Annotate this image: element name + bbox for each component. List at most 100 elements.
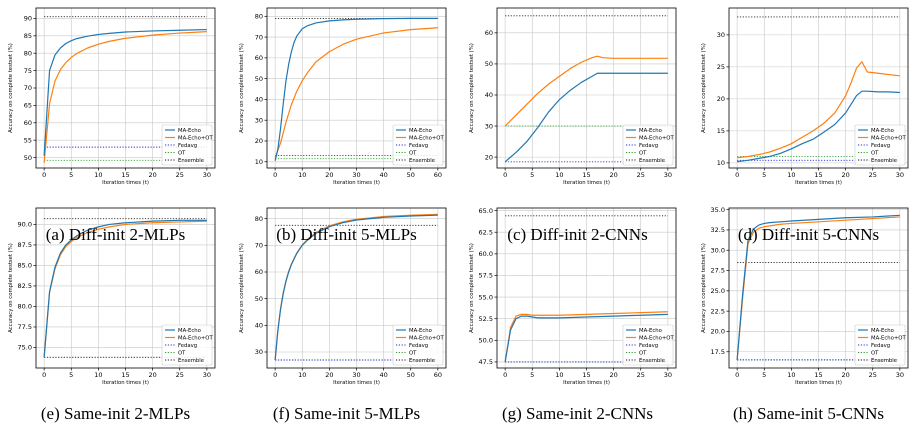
y-tick-label: 85: [24, 32, 32, 40]
y-tick-label: 62.5: [479, 228, 493, 236]
x-tick-label: 50: [407, 171, 415, 179]
legend-label-ensemble: Ensemble: [409, 158, 435, 164]
x-tick-label: 20: [148, 171, 156, 179]
legend-label-ma-echo: MA-Echo: [409, 328, 432, 334]
legend-label-fedavg: Fedavg: [871, 143, 890, 149]
legend-label-ensemble: Ensemble: [871, 158, 897, 164]
y-tick-label: 30.0: [711, 246, 725, 254]
legend-label-ot: OT: [871, 150, 879, 156]
figure-caption: (f) Same-init 5-MLPs: [272, 404, 421, 423]
legend-label-ensemble: Ensemble: [178, 158, 204, 164]
y-tick-label: 87.5: [18, 241, 32, 249]
y-tick-label: 20: [255, 137, 263, 145]
series-ma-echo-ot-line: [274, 27, 438, 158]
legend-box: [622, 124, 674, 166]
x-tick-label: 15: [121, 371, 129, 379]
x-tick-label: 0: [42, 171, 46, 179]
legend-label-ensemble: Ensemble: [409, 358, 435, 364]
y-tick-label: 60.0: [479, 250, 493, 258]
y-tick-label: 82.5: [18, 282, 32, 290]
series-ma-echo-line: [736, 214, 900, 360]
series-ma-echo-line: [274, 17, 438, 161]
x-tick-label: 30: [664, 371, 672, 379]
y-tick-label: 85.0: [18, 262, 32, 270]
legend-label-ot: OT: [409, 150, 417, 156]
x-tick-label: 0: [42, 371, 46, 379]
y-tick-label: 90.0: [18, 221, 32, 229]
legend-label-ma-echo-ot: MA-Echo+OT: [409, 335, 444, 341]
legend-label-ma-echo-ot: MA-Echo+OT: [871, 135, 906, 141]
chart-7: 0 5 10 15 20 25 30 47.5 50.0 52.5 55.0 57.5 60.0 62.5…: [469, 207, 677, 386]
legend-label-ma-echo: MA-Echo: [639, 328, 662, 334]
x-tick-label: 30: [896, 371, 904, 379]
legend-box: [622, 324, 674, 366]
series-ma-echo-line: [274, 214, 438, 361]
y-tick-label: 10: [717, 159, 725, 167]
y-tick-label: 65: [24, 102, 32, 110]
x-tick-label: 30: [352, 171, 360, 179]
x-tick-label: 20: [325, 171, 333, 179]
x-tick-label: 10: [94, 171, 102, 179]
x-tick-label: 5: [69, 171, 73, 179]
y-axis-label: Accuracy on complete testset (%): [701, 243, 707, 333]
x-axis-label: Iteration times (t): [563, 380, 610, 386]
y-tick-label: 40: [255, 96, 263, 104]
y-tick-label: 17.5: [711, 348, 725, 356]
x-tick-label: 15: [814, 171, 822, 179]
y-tick-label: 80: [255, 13, 263, 21]
y-tick-label: 65.0: [479, 207, 493, 215]
x-tick-label: 15: [582, 371, 590, 379]
x-tick-label: 30: [352, 371, 360, 379]
x-tick-label: 5: [530, 171, 534, 179]
y-axis-label: Accuracy on complete testset (%): [469, 243, 475, 333]
x-tick-label: 5: [530, 371, 534, 379]
series-ma-echo-ot-line: [504, 311, 668, 363]
series-ma-echo-line: [504, 313, 668, 363]
y-tick-label: 50: [485, 60, 493, 68]
x-tick-label: 25: [176, 171, 184, 179]
legend-label-ma-echo: MA-Echo: [639, 128, 662, 134]
chart-3: 0 5 10 15 20 25 30 20 30 40 50 60 Iteration times (t…: [469, 7, 677, 186]
x-axis-label: Iteration times (t): [102, 180, 149, 186]
x-tick-label: 25: [176, 371, 184, 379]
x-tick-label: 25: [637, 171, 645, 179]
chart-4: 0 5 10 15 20 25 30 10 15 20 25 30 Iteration times (t…: [701, 7, 909, 186]
y-tick-label: 60: [255, 268, 263, 276]
chart-8: 0 5 10 15 20 25 30 17.5 20.0 22.5 25.0 27.5 30.0 32.5…: [701, 206, 909, 386]
legend-label-fedavg: Fedavg: [639, 143, 658, 149]
legend-label-fedavg: Fedavg: [409, 143, 428, 149]
y-tick-label: 70: [255, 242, 263, 250]
y-tick-label: 60: [24, 119, 32, 127]
y-tick-label: 75.0: [18, 344, 32, 352]
legend-label-ma-echo-ot: MA-Echo+OT: [639, 335, 674, 341]
legend-label-fedavg: Fedavg: [639, 343, 658, 349]
y-tick-label: 20.0: [711, 328, 725, 336]
legend-box: [161, 324, 213, 366]
x-tick-label: 60: [434, 371, 442, 379]
legend-label-fedavg: Fedavg: [178, 143, 197, 149]
y-tick-label: 70: [255, 33, 263, 41]
legend-label-ma-echo-ot: MA-Echo+OT: [178, 335, 213, 341]
x-tick-label: 15: [582, 171, 590, 179]
x-tick-label: 0: [503, 371, 507, 379]
legend-label-ot: OT: [178, 350, 186, 356]
y-tick-label: 30: [485, 122, 493, 130]
legend-label-ensemble: Ensemble: [178, 358, 204, 364]
series-ma-echo-ot-line: [43, 31, 207, 163]
x-tick-label: 20: [609, 171, 617, 179]
legend-label-ma-echo-ot: MA-Echo+OT: [639, 135, 674, 141]
x-tick-label: 25: [637, 371, 645, 379]
y-tick-label: 27.5: [711, 267, 725, 275]
y-tick-label: 90: [24, 15, 32, 23]
x-tick-label: 10: [94, 371, 102, 379]
x-tick-label: 5: [762, 371, 766, 379]
x-tick-label: 10: [555, 171, 563, 179]
y-axis-label: Accuracy on complete testset (%): [701, 43, 707, 133]
